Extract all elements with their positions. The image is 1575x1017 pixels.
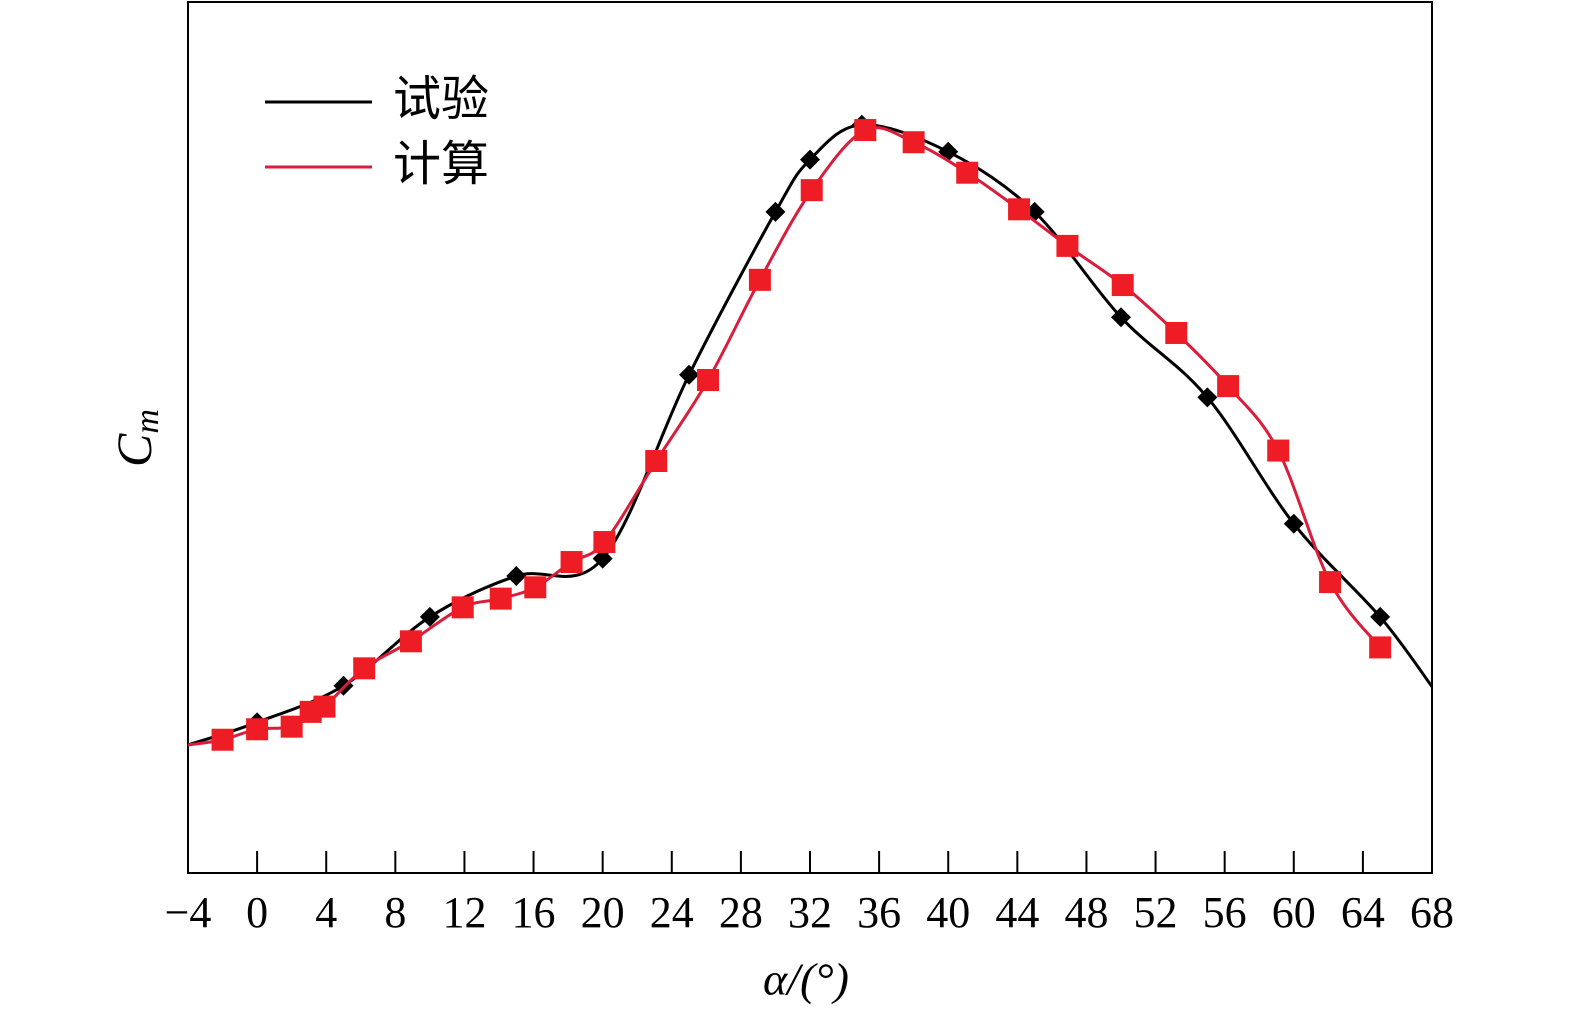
square-marker — [697, 369, 720, 392]
square-marker — [645, 450, 668, 473]
x-tick-label: 32 — [788, 888, 832, 937]
legend-label: 试验 — [393, 71, 489, 127]
diamond-marker — [938, 141, 959, 162]
square-marker — [1165, 321, 1188, 344]
plot-frame — [187, 1, 1433, 874]
x-tick-label: 56 — [1203, 888, 1247, 937]
x-tick-label: 8 — [384, 888, 406, 937]
x-tick-label: 20 — [581, 888, 625, 937]
diamond-marker — [419, 606, 440, 627]
x-tick-label: 44 — [995, 888, 1039, 937]
square-marker — [748, 268, 771, 291]
square-marker — [593, 531, 616, 554]
diamond-marker — [1111, 307, 1131, 328]
square-marker — [1111, 274, 1134, 297]
square-marker — [489, 587, 512, 610]
x-tick-label: 4 — [315, 888, 337, 937]
square-marker — [800, 179, 823, 202]
x-tick-label: −4 — [165, 888, 212, 937]
x-tick-label: 68 — [1410, 888, 1454, 937]
diamond-marker — [1197, 387, 1218, 408]
x-tick-label: 12 — [442, 888, 486, 937]
square-marker — [1056, 234, 1079, 257]
series-line — [187, 123, 1434, 747]
x-axis-label: α/(°) — [763, 954, 849, 1005]
square-marker — [956, 161, 979, 184]
square-marker — [211, 728, 234, 751]
x-tick-label: 36 — [857, 888, 901, 937]
square-marker — [1267, 439, 1290, 462]
y-axis-label: Cm — [106, 409, 165, 467]
y-label-main: C — [106, 433, 162, 467]
square-marker — [451, 596, 474, 619]
x-tick-label: 24 — [650, 888, 694, 937]
square-marker — [399, 630, 422, 653]
x-tick-label: 48 — [1064, 888, 1108, 937]
diamond-marker — [506, 565, 527, 586]
square-marker — [313, 695, 336, 718]
square-marker — [353, 657, 376, 680]
x-tick-label: 40 — [926, 888, 970, 937]
square-marker — [854, 119, 877, 142]
square-marker — [1369, 636, 1392, 659]
x-tick-label: 16 — [512, 888, 556, 937]
square-marker — [1319, 571, 1342, 594]
x-tick-label: 64 — [1341, 888, 1385, 937]
diamond-marker — [679, 364, 700, 385]
x-tick-label: 60 — [1272, 888, 1316, 937]
diamond-marker — [765, 201, 786, 222]
x-tick-label: 28 — [719, 888, 763, 937]
square-marker — [1217, 375, 1240, 398]
diamond-marker — [800, 149, 820, 170]
x-tick-label: 0 — [246, 888, 268, 937]
square-marker — [280, 715, 303, 738]
square-marker — [902, 131, 925, 154]
square-marker — [1008, 198, 1031, 221]
y-label-sub: m — [129, 409, 166, 434]
square-marker — [560, 551, 583, 574]
square-marker — [524, 576, 547, 599]
legend-label: 计算 — [393, 136, 489, 192]
diamond-marker — [1370, 606, 1391, 627]
diamond-marker — [592, 548, 613, 569]
series-line — [187, 126, 1382, 747]
diamond-marker — [1283, 513, 1304, 534]
square-marker — [246, 718, 269, 741]
x-tick-label: 52 — [1134, 888, 1178, 937]
